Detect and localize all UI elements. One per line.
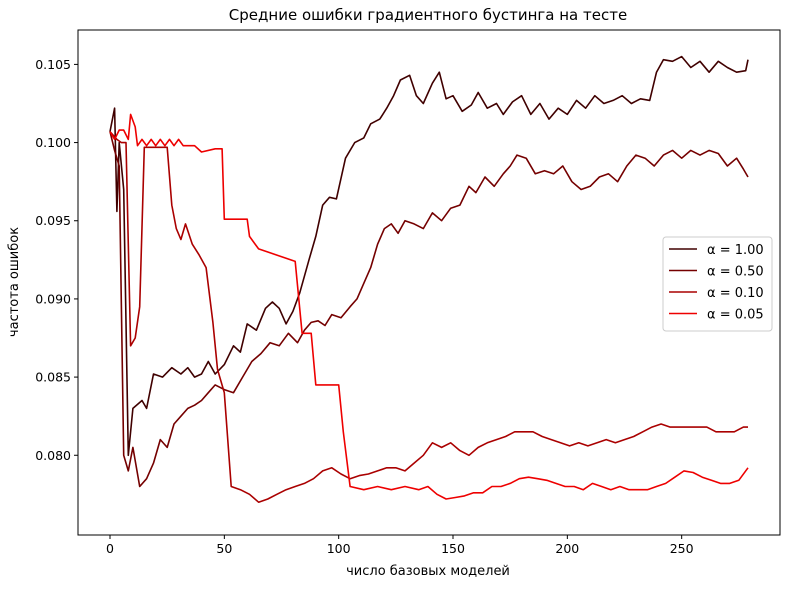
series-line-2 xyxy=(109,131,748,503)
legend: α = 1.00 α = 0.50 α = 0.10 α = 0.05 xyxy=(662,236,773,332)
y-tick-label-3: 0.095 xyxy=(35,213,71,228)
legend-box xyxy=(662,236,773,332)
y-tick-label-2: 0.090 xyxy=(35,291,71,306)
y-tick-label-4: 0.100 xyxy=(35,135,71,150)
y-tick-label-1: 0.085 xyxy=(35,370,71,385)
y-tick-label-0: 0.080 xyxy=(35,448,71,463)
x-tick-label-3: 150 xyxy=(441,541,465,556)
series-line-1 xyxy=(109,131,749,488)
x-tick-label-0: 0 xyxy=(106,541,114,556)
chart-title: Средние ошибки градиентного бустинга на … xyxy=(229,6,627,24)
x-axis: 0 50 100 150 200 250 xyxy=(106,535,694,556)
x-tick-label-5: 250 xyxy=(670,541,694,556)
y-axis-label: частота ошибок xyxy=(7,227,22,337)
legend-label-1: α = 0.50 xyxy=(707,265,764,280)
x-axis-label: число базовых моделей xyxy=(346,564,510,579)
plot-lines xyxy=(109,55,749,503)
x-tick-label-1: 50 xyxy=(216,541,232,556)
legend-label-0: α = 1.00 xyxy=(707,243,764,258)
y-axis: 0.080 0.085 0.090 0.095 0.100 0.105 xyxy=(35,57,78,463)
plot-frame xyxy=(77,29,781,536)
legend-label-2: α = 0.10 xyxy=(707,286,764,301)
x-tick-label-2: 100 xyxy=(327,541,351,556)
series-line-0 xyxy=(109,55,749,457)
series-line-3 xyxy=(109,113,749,500)
y-tick-label-5: 0.105 xyxy=(35,57,71,72)
legend-label-3: α = 0.05 xyxy=(707,308,764,323)
x-tick-label-4: 200 xyxy=(555,541,579,556)
